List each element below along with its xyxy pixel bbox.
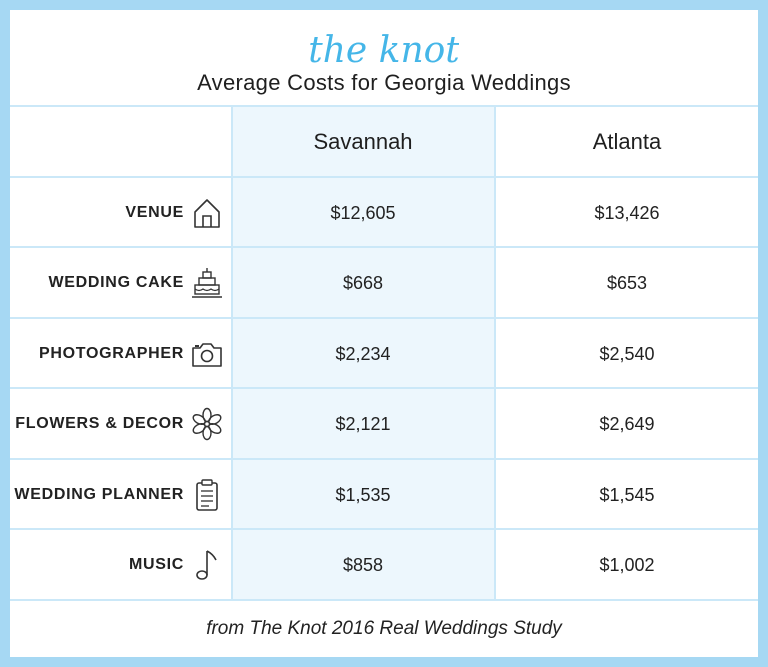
cake-icon	[192, 268, 222, 298]
flower-icon	[192, 407, 222, 441]
grid-line	[10, 317, 758, 319]
cell-music-atlanta: $1,002	[599, 555, 655, 575]
row-label-photographer: PHOTOGRAPHER	[38, 345, 184, 362]
grid-line	[494, 106, 496, 601]
the-knot-logo: the knot	[10, 28, 758, 77]
cell-flowers-decor-atlanta: $2,649	[599, 414, 655, 434]
grid-line	[10, 176, 758, 178]
house-icon	[194, 199, 220, 228]
grid-line	[231, 106, 233, 601]
cell-photographer-savannah: $2,234	[335, 344, 391, 364]
row-label-music: MUSIC	[128, 556, 184, 573]
grid-line	[10, 246, 758, 248]
cell-wedding-cake-atlanta: $653	[606, 273, 648, 293]
camera-icon	[192, 343, 222, 367]
source-footnote: from The Knot 2016 Real Weddings Study	[206, 618, 562, 639]
cell-venue-atlanta: $13,426	[594, 203, 660, 223]
cell-wedding-planner-savannah: $1,535	[335, 485, 391, 505]
grid-line	[10, 458, 758, 460]
grid-line	[10, 387, 758, 389]
svg-text:the knot: the knot	[309, 30, 459, 71]
cell-flowers-decor-savannah: $2,121	[335, 414, 391, 434]
clipboard-icon	[196, 479, 218, 511]
table-title: Average Costs for Georgia Weddings	[197, 70, 571, 95]
row-label-wedding-cake: WEDDING CAKE	[48, 274, 184, 291]
grid-line	[10, 599, 758, 601]
row-label-wedding-planner: WEDDING PLANNER	[14, 486, 184, 503]
cell-photographer-atlanta: $2,540	[599, 344, 655, 364]
row-label-flowers-decor: FLOWERS & DECOR	[15, 415, 184, 432]
savannah-column-highlight	[232, 106, 494, 601]
grid-line	[10, 105, 758, 107]
infographic-card: the knot Average Costs for Georgia Weddi…	[10, 10, 758, 657]
cell-venue-savannah: $12,605	[330, 203, 396, 223]
cell-wedding-cake-savannah: $668	[342, 273, 384, 293]
grid-line	[10, 528, 758, 530]
cell-wedding-planner-atlanta: $1,545	[599, 485, 655, 505]
row-label-venue: VENUE	[125, 204, 184, 221]
column-header-savannah: Savannah	[313, 129, 413, 154]
music-note-icon	[196, 550, 217, 580]
column-header-atlanta: Atlanta	[592, 129, 662, 154]
cell-music-savannah: $858	[342, 555, 384, 575]
